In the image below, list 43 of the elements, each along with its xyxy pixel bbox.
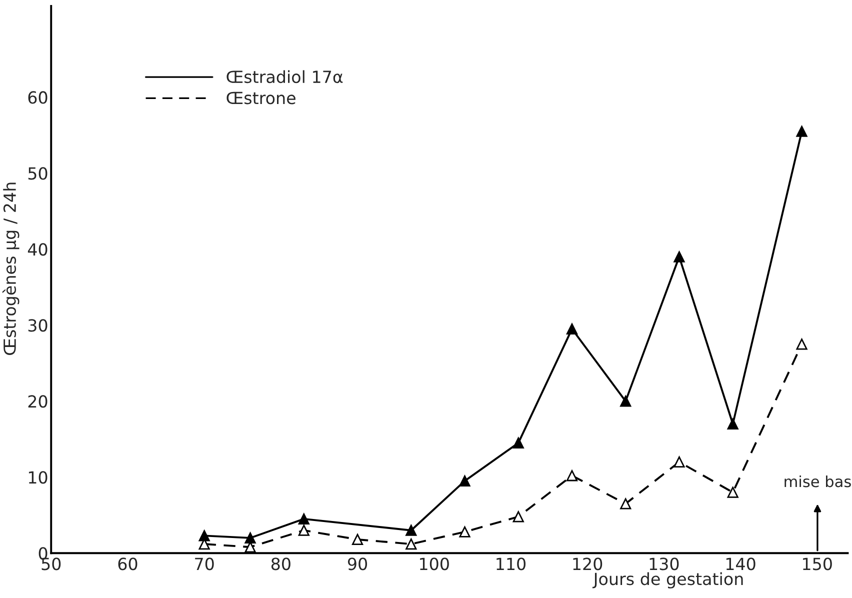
point	[298, 513, 310, 525]
y-tick-label: 50	[28, 167, 48, 180]
x-tick-label: 80	[271, 558, 290, 570]
y-tick-label: 60	[28, 91, 48, 104]
x-tick-label: 130	[650, 558, 679, 570]
x-tick-label: 120	[573, 558, 602, 570]
y-tick-label: 10	[28, 471, 48, 484]
point	[298, 524, 310, 536]
point	[796, 338, 808, 350]
x-axis-title: Jours de gestation	[592, 572, 743, 588]
point	[566, 470, 578, 482]
y-tick-label: 30	[28, 319, 48, 332]
x-tick-label: 140	[726, 558, 756, 570]
point	[796, 126, 808, 137]
legend-label: Œstrone	[226, 92, 296, 104]
x-tick-label: 60	[118, 558, 138, 570]
point	[406, 524, 417, 536]
point	[566, 323, 578, 335]
point	[674, 251, 685, 262]
point	[406, 538, 417, 550]
point	[459, 526, 470, 538]
x-tick-label: 90	[348, 558, 368, 570]
point	[244, 532, 256, 544]
y-axis-title: Œstrogènes µg / 24h	[2, 182, 20, 355]
x-tick-label: 110	[496, 558, 526, 570]
point	[727, 486, 738, 498]
point	[620, 396, 632, 407]
point	[727, 418, 738, 430]
point	[352, 534, 364, 546]
y-tick-label: 20	[28, 395, 48, 408]
legend-label: Œstradiol 17α	[226, 70, 343, 84]
point	[512, 511, 524, 522]
x-tick-label: 150	[803, 558, 832, 570]
y-tick-label: 40	[28, 243, 48, 256]
point	[459, 475, 470, 487]
x-tick-label: 70	[195, 558, 214, 570]
point	[620, 498, 632, 510]
point	[674, 456, 685, 468]
point	[198, 530, 210, 542]
annotation: mise bas	[784, 475, 851, 488]
point	[512, 437, 524, 449]
x-tick-label: 50	[42, 558, 61, 570]
x-tick-label: 100	[420, 558, 449, 570]
